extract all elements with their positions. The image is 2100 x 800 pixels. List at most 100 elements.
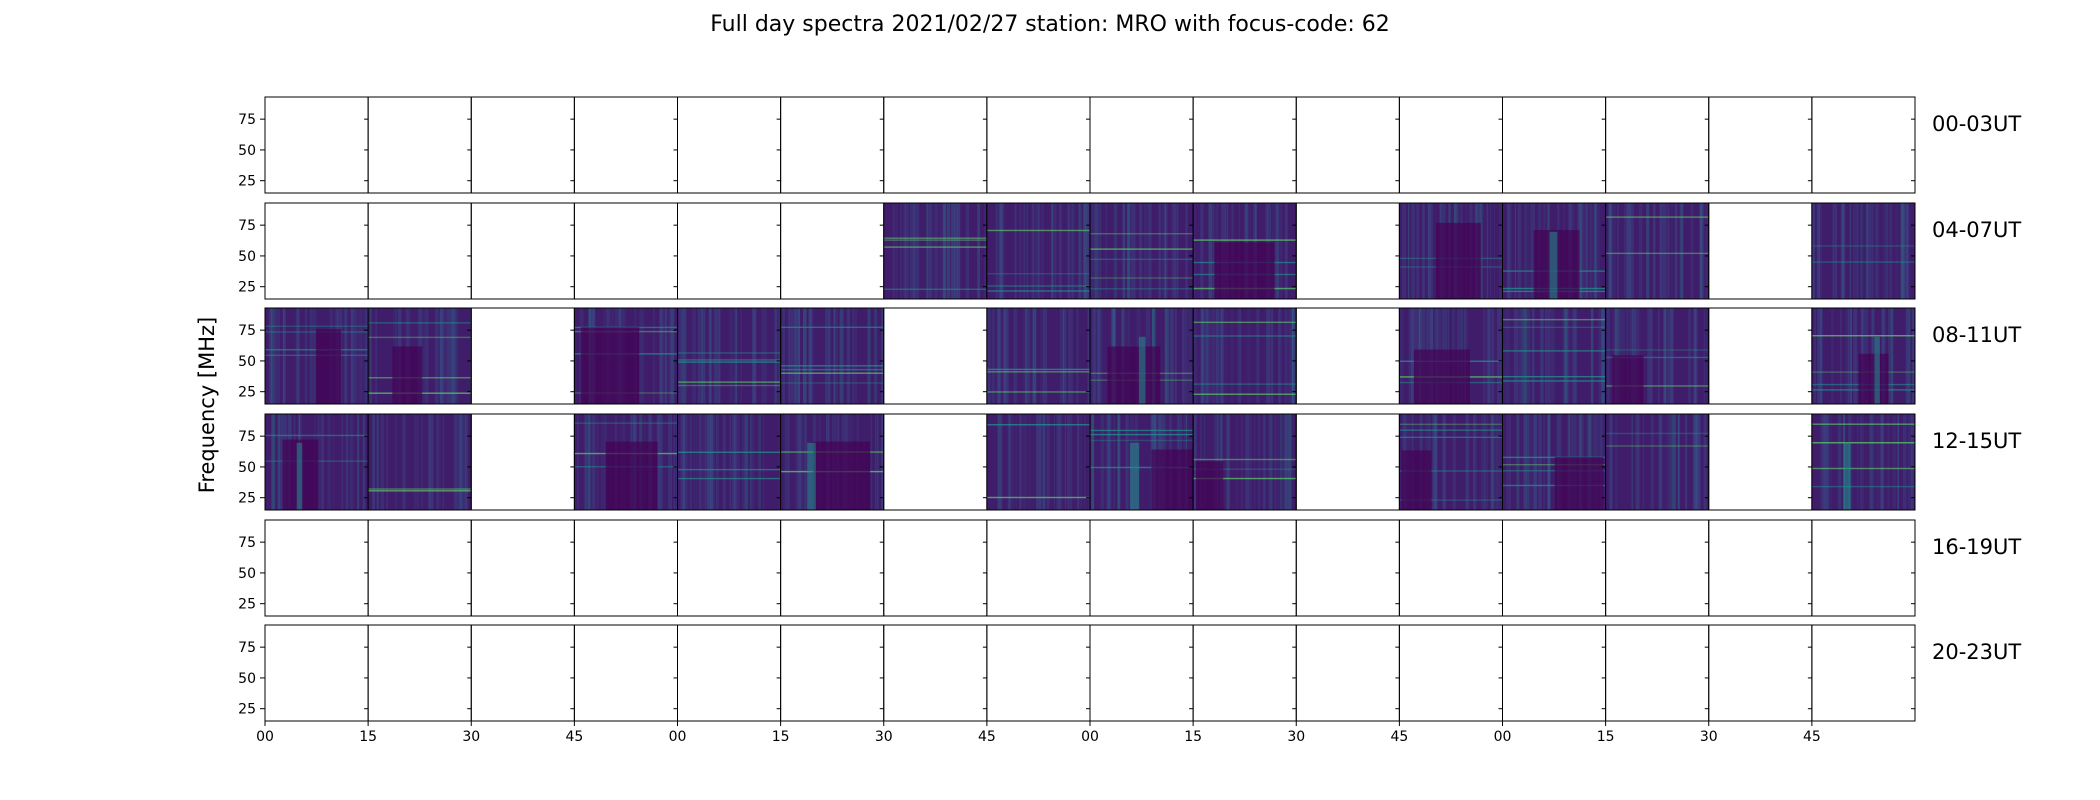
row-label: 08-11UT bbox=[1932, 323, 2021, 347]
spectrogram-04-07UT-8 bbox=[1090, 203, 1194, 299]
panel-frame bbox=[1502, 624, 1607, 722]
panel-frame bbox=[1811, 413, 1916, 511]
panel-frame bbox=[264, 519, 369, 617]
spectrogram-12-15UT-4 bbox=[677, 414, 781, 510]
panel-frame bbox=[470, 307, 575, 405]
panel-frame bbox=[1708, 307, 1813, 405]
y-tick-label: 75 bbox=[238, 640, 256, 656]
panel-frame bbox=[883, 96, 988, 194]
panel-frame bbox=[1295, 624, 1400, 722]
panel-frame bbox=[470, 202, 575, 300]
panel-frame bbox=[264, 96, 369, 194]
spectrogram-08-11UT-4 bbox=[677, 308, 781, 404]
spectrogram-12-15UT-5 bbox=[780, 414, 884, 510]
row-label: 20-23UT bbox=[1932, 640, 2021, 664]
panel-frame bbox=[677, 202, 782, 300]
y-tick-label: 25 bbox=[238, 702, 256, 718]
panel-frame bbox=[1089, 519, 1194, 617]
spectrogram-08-11UT-8 bbox=[1090, 308, 1194, 404]
spectrogram-08-11UT-0 bbox=[265, 308, 369, 404]
y-tick-label: 25 bbox=[238, 280, 256, 296]
panel-frame bbox=[883, 413, 988, 511]
spectrogram-04-07UT-9 bbox=[1193, 203, 1297, 299]
panel-frame bbox=[573, 519, 678, 617]
x-tick-label: 00 bbox=[669, 729, 687, 745]
spectrogram-12-15UT-0 bbox=[265, 414, 369, 510]
panel-frame bbox=[1605, 96, 1710, 194]
row-16-19UT: 75 50 25 16-19UT bbox=[238, 519, 2021, 617]
panel-frame bbox=[677, 624, 782, 722]
spectra-panels: 75502500-03UT75502504-07UT75502508-11UT7… bbox=[238, 96, 2021, 745]
panel-frame bbox=[1295, 519, 1400, 617]
spectrogram-12-15UT-7 bbox=[986, 414, 1090, 510]
y-tick-label: 50 bbox=[238, 249, 256, 265]
panel-frame bbox=[1708, 519, 1813, 617]
x-tick-label: 45 bbox=[565, 729, 583, 745]
x-tick-label: 00 bbox=[1494, 729, 1512, 745]
x-tick-label: 30 bbox=[462, 729, 480, 745]
y-tick-label: 25 bbox=[238, 385, 256, 401]
panel-frame bbox=[1295, 96, 1400, 194]
y-tick-label: 75 bbox=[238, 218, 256, 234]
panel-frame bbox=[573, 202, 678, 300]
panel-frame bbox=[573, 96, 678, 194]
x-tick-label: 45 bbox=[1390, 729, 1408, 745]
panel-frame bbox=[1811, 519, 1916, 617]
row-label: 12-15UT bbox=[1932, 429, 2021, 453]
spectrogram-08-11UT-12 bbox=[1502, 308, 1606, 404]
y-tick-label: 75 bbox=[238, 112, 256, 128]
spectrogram-08-11UT-13 bbox=[1605, 308, 1709, 404]
y-tick-label: 25 bbox=[238, 491, 256, 507]
y-axis-label: Frequency [MHz] bbox=[195, 317, 219, 493]
spectrogram-08-11UT-15 bbox=[1811, 308, 1915, 404]
chart-title: Full day spectra 2021/02/27 station: MRO… bbox=[710, 12, 1390, 37]
spectrogram-04-07UT-13 bbox=[1605, 203, 1709, 299]
spectrogram-12-15UT-15 bbox=[1811, 414, 1915, 510]
row-label: 16-19UT bbox=[1932, 535, 2021, 559]
panel-frame bbox=[986, 624, 1091, 722]
row-00-03UT: 75 50 25 00-03UT bbox=[238, 96, 2021, 194]
panel-frame bbox=[264, 202, 369, 300]
panel-frame bbox=[470, 624, 575, 722]
panel-frame bbox=[1708, 413, 1813, 511]
spectrogram-12-15UT-1 bbox=[368, 414, 472, 510]
panel-frame bbox=[883, 624, 988, 722]
panel-frame bbox=[1192, 519, 1297, 617]
row-04-07UT: 75 50 25 04-07UT bbox=[238, 202, 2021, 300]
y-tick-label: 50 bbox=[238, 460, 256, 476]
y-tick-label: 50 bbox=[238, 566, 256, 582]
panel-frame bbox=[470, 96, 575, 194]
panel-frame bbox=[1605, 624, 1710, 722]
panel-frame bbox=[780, 96, 885, 194]
panel-frame bbox=[367, 519, 472, 617]
panel-frame bbox=[1295, 202, 1400, 300]
panel-frame bbox=[780, 202, 885, 300]
panel-frame bbox=[1295, 413, 1400, 511]
spectrogram-08-11UT-1 bbox=[368, 308, 472, 404]
panel-frame bbox=[1398, 519, 1503, 617]
y-tick-label: 75 bbox=[238, 535, 256, 551]
panel-frame bbox=[367, 96, 472, 194]
x-tick-label: 15 bbox=[359, 729, 377, 745]
row-label: 00-03UT bbox=[1932, 112, 2021, 136]
panel-frame bbox=[1502, 96, 1607, 194]
spectrogram-08-11UT-9 bbox=[1193, 308, 1297, 404]
panel-frame bbox=[470, 413, 575, 511]
spectrogram-12-15UT-8 bbox=[1090, 414, 1194, 510]
spectrogram-04-07UT-11 bbox=[1399, 203, 1503, 299]
spectrogram-04-07UT-7 bbox=[986, 203, 1090, 299]
panel-frame bbox=[1192, 96, 1297, 194]
spectrogram-08-11UT-5 bbox=[780, 308, 884, 404]
y-tick-label: 25 bbox=[238, 174, 256, 190]
panel-frame bbox=[1398, 96, 1503, 194]
panel-frame bbox=[1502, 519, 1607, 617]
y-tick-label: 75 bbox=[238, 429, 256, 445]
spectrogram-04-07UT-12 bbox=[1502, 203, 1606, 299]
panel-frame bbox=[677, 519, 782, 617]
spectrogram-12-15UT-11 bbox=[1399, 414, 1503, 510]
panel-frame bbox=[677, 96, 782, 194]
panel-frame bbox=[883, 307, 988, 405]
y-tick-label: 75 bbox=[238, 323, 256, 339]
panel-frame bbox=[1295, 307, 1400, 405]
